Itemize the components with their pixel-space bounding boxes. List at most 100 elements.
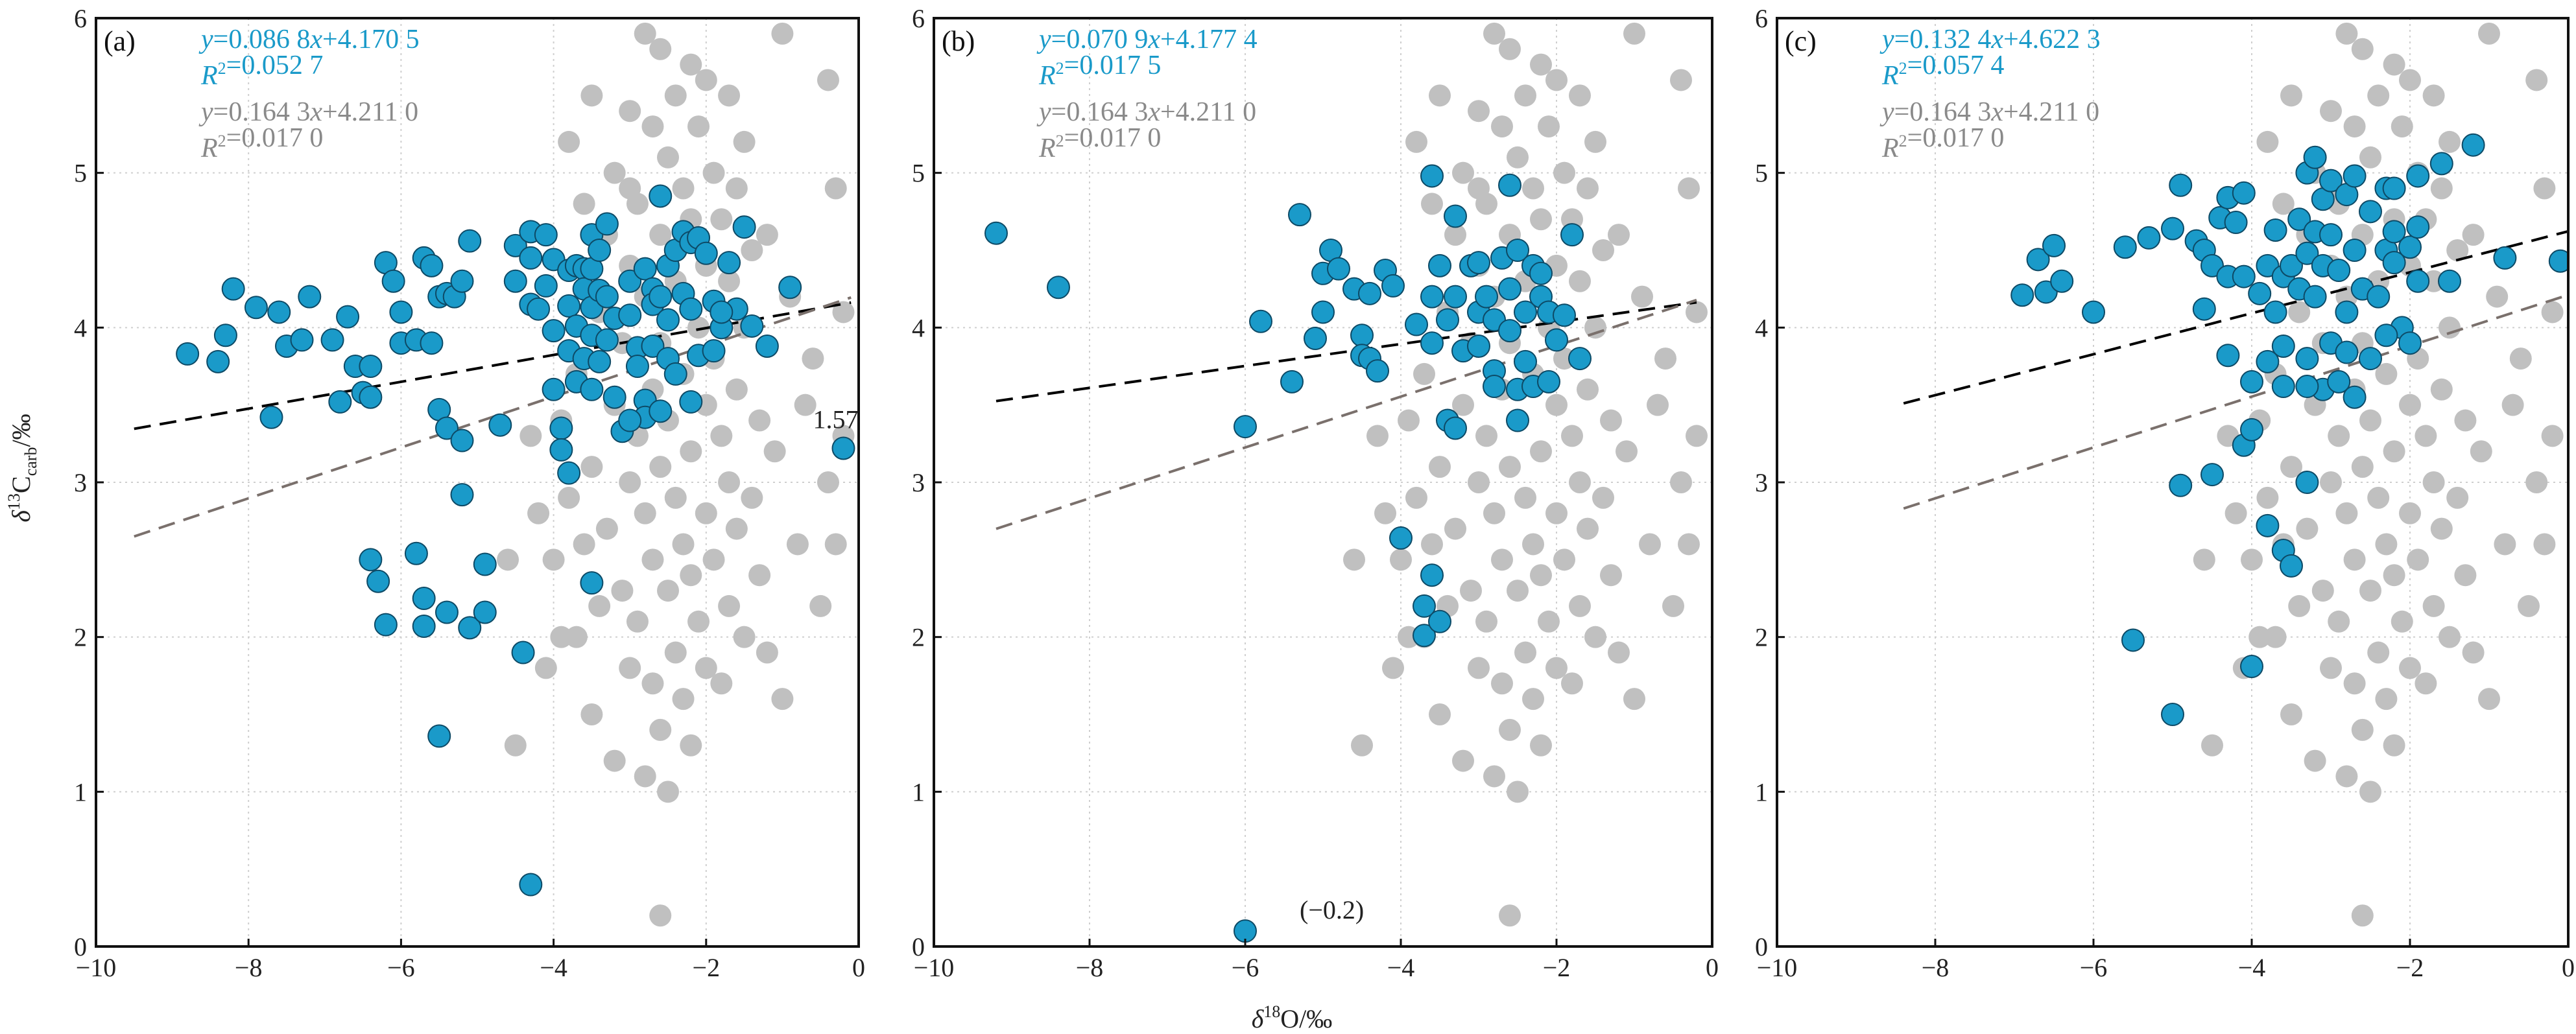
background-point	[1421, 193, 1443, 215]
background-point	[603, 749, 626, 772]
background-point	[2446, 239, 2469, 261]
background-point	[2335, 502, 2358, 524]
highlight-point	[702, 339, 726, 363]
highlight-point	[984, 221, 1008, 245]
background-point	[1530, 53, 1552, 76]
equation-text: R2=0.017 0	[1881, 123, 2004, 163]
highlight-point	[1047, 276, 1070, 300]
background-point	[573, 193, 595, 215]
background-point	[2343, 115, 2366, 138]
background-point	[2422, 471, 2445, 493]
background-point	[1351, 734, 1373, 757]
fit-line-highlight	[996, 301, 1697, 403]
highlight-point	[1358, 281, 1381, 305]
highlight-point	[206, 349, 230, 373]
highlight-point	[450, 269, 474, 293]
background-point	[1452, 394, 1474, 416]
background-point	[2541, 425, 2564, 447]
background-point	[1405, 486, 1427, 509]
background-point	[733, 130, 756, 153]
background-point	[2439, 626, 2461, 648]
background-point	[1569, 471, 1591, 493]
highlight-point	[2050, 269, 2074, 293]
background-point	[702, 161, 725, 184]
highlight-point	[618, 269, 642, 293]
background-point	[1468, 100, 1490, 123]
background-point	[1514, 486, 1536, 509]
highlight-point	[1413, 594, 1436, 618]
background-point	[2375, 688, 2398, 711]
background-point	[504, 734, 527, 757]
background-point	[619, 657, 641, 679]
background-point	[1670, 69, 1692, 91]
background-point	[2288, 301, 2311, 323]
background-point	[2478, 22, 2500, 45]
highlight-point	[2303, 285, 2327, 309]
highlight-point	[2263, 300, 2287, 324]
background-point	[649, 38, 672, 60]
background-point	[2430, 177, 2453, 200]
background-point	[534, 657, 557, 679]
highlight-point	[2343, 385, 2367, 409]
highlight-point	[1304, 327, 1327, 351]
highlight-point	[2280, 554, 2303, 578]
background-point	[741, 239, 763, 261]
highlight-point	[732, 215, 756, 239]
background-point	[1452, 161, 1474, 184]
highlight-point	[359, 385, 383, 409]
background-point	[2280, 703, 2302, 725]
background-point	[2415, 672, 2437, 695]
background-point	[626, 610, 649, 633]
background-point	[687, 610, 710, 633]
background-point	[809, 594, 832, 617]
highlight-point	[2256, 513, 2280, 537]
background-point	[2343, 548, 2366, 571]
background-point	[2399, 657, 2421, 679]
highlight-point	[1467, 251, 1490, 275]
background-point	[580, 703, 603, 725]
background-point	[1724, 688, 1747, 710]
equation-text: y=0.164 3x+4.211 0	[1036, 97, 1256, 127]
background-point	[771, 22, 794, 45]
highlight-point	[1420, 164, 1444, 188]
background-point	[1429, 703, 1451, 725]
background-point	[527, 502, 550, 524]
highlight-point	[2295, 471, 2319, 494]
y-tick-label: 6	[74, 4, 87, 33]
highlight-point	[2295, 375, 2319, 399]
background-point	[2280, 84, 2302, 107]
highlight-point	[259, 405, 283, 429]
highlight-point	[2113, 235, 2137, 259]
background-point	[657, 580, 679, 602]
background-point	[1530, 564, 1552, 587]
background-point	[1678, 533, 1700, 556]
background-point	[2351, 456, 2374, 478]
background-point	[1468, 657, 1490, 679]
background-point	[664, 84, 687, 107]
background-point	[1452, 749, 1474, 772]
background-point	[1600, 409, 1622, 432]
background-point	[619, 177, 641, 200]
highlight-point	[2216, 344, 2240, 368]
highlight-point	[2137, 226, 2161, 250]
x-tick-label: −2	[693, 953, 721, 982]
background-point	[1444, 224, 1466, 246]
x-tick-label: −2	[1543, 953, 1571, 982]
background-point	[1584, 130, 1606, 153]
highlight-point	[2548, 249, 2568, 273]
highlight-point	[625, 355, 649, 378]
background-point	[695, 502, 717, 524]
background-point	[2383, 440, 2405, 463]
highlight-point	[527, 297, 551, 321]
highlight-point	[2240, 655, 2263, 679]
x-tick-label: −4	[540, 953, 567, 982]
background-point	[2328, 610, 2350, 633]
highlight-point	[2438, 269, 2461, 293]
highlight-point	[221, 277, 245, 301]
x-tick-label: 0	[1706, 953, 1719, 982]
panel-label: (a)	[104, 25, 136, 57]
background-point	[664, 641, 687, 664]
highlight-point	[1405, 312, 1428, 336]
background-point	[497, 548, 519, 571]
background-point	[725, 517, 748, 540]
